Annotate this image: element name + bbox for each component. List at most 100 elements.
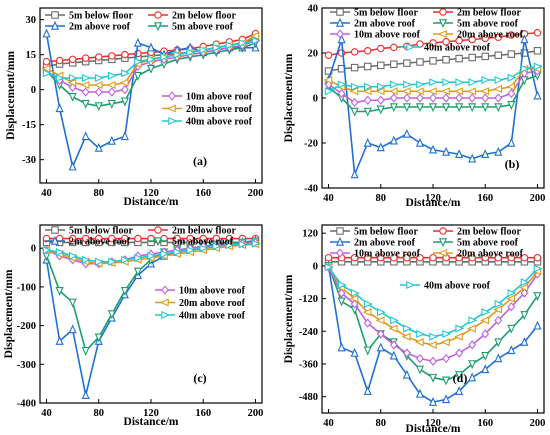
data-point [186, 234, 194, 243]
data-point [507, 31, 516, 39]
data-point [147, 55, 157, 64]
data-point [337, 80, 347, 89]
data-point [494, 253, 503, 262]
data-point [494, 315, 503, 326]
data-point [108, 234, 116, 243]
legend-label: 5m above roof [457, 238, 519, 249]
data-point [402, 93, 411, 103]
data-point [363, 95, 372, 105]
chart-panel-b: 40 80 120 160 200 -40 -20 0 20 40 Distance/m Displa… [283, 4, 545, 210]
data-point [402, 348, 411, 358]
y-tick-label: 15 [26, 50, 37, 61]
data-point [403, 253, 411, 262]
y-tick-label: 120 [302, 229, 318, 240]
y-tick-label: 0 [31, 244, 36, 255]
legend-marker [154, 226, 162, 234]
data-point [173, 248, 183, 257]
data-point [134, 234, 142, 243]
data-point [121, 255, 131, 264]
data-point [173, 50, 183, 59]
data-point [238, 240, 248, 249]
legend-marker [335, 236, 345, 246]
y-tick-label: -300 [17, 360, 36, 371]
data-point [481, 34, 489, 43]
data-point [442, 329, 452, 339]
data-point [81, 73, 91, 83]
data-point [467, 324, 476, 333]
x-tick-label: 200 [530, 193, 546, 204]
legend-label: 2m below floor [172, 226, 236, 237]
data-point [507, 289, 517, 298]
data-point [80, 80, 90, 90]
data-point [481, 329, 490, 339]
data-point [414, 338, 424, 347]
data-point [429, 57, 437, 65]
data-point [494, 93, 503, 103]
data-point [250, 31, 260, 41]
data-point [507, 324, 516, 334]
data-point [533, 62, 543, 71]
data-point [468, 153, 477, 163]
legend-label: 2m below floor [457, 8, 521, 19]
data-point [134, 57, 144, 66]
data-point [389, 93, 398, 103]
series-40m-above-roof [42, 239, 261, 266]
y-tick-label: -360 [299, 359, 318, 370]
legend-label: 10m above roof [354, 30, 421, 41]
legend-marker [161, 310, 171, 320]
legend-marker [50, 235, 60, 245]
data-point [107, 135, 116, 145]
legend-marker [406, 42, 416, 52]
chart-panel-a: 40 80 120 160 200 -30 -15 0 15 30 Distance/m Displa… [5, 7, 263, 208]
data-point [324, 87, 334, 96]
data-point [455, 253, 463, 262]
data-point [428, 396, 438, 406]
data-point [119, 78, 129, 87]
data-point [494, 338, 503, 348]
data-point [481, 93, 490, 103]
data-point [416, 253, 424, 262]
data-point [468, 372, 477, 382]
data-point [81, 234, 90, 243]
data-point [442, 103, 451, 113]
data-point [481, 149, 490, 158]
data-point [108, 257, 117, 266]
data-point [442, 353, 450, 364]
data-point [415, 388, 424, 398]
legend-marker [336, 8, 344, 16]
data-point [375, 87, 385, 96]
data-point [225, 241, 235, 250]
legend-marker [438, 19, 448, 29]
data-point [146, 42, 156, 52]
data-point [251, 239, 261, 248]
y-tick-label: -240 [299, 327, 318, 338]
data-point [442, 78, 452, 87]
data-point [42, 57, 51, 66]
x-tick-label: 80 [94, 188, 105, 199]
data-point [81, 255, 91, 264]
x-tick-label: 120 [425, 193, 441, 204]
data-point [94, 87, 103, 97]
data-point [455, 386, 464, 395]
data-point [494, 33, 503, 41]
data-point [428, 373, 438, 383]
data-point [481, 308, 491, 317]
data-point [468, 316, 478, 325]
legend: 5m below floor 2m below floor 2m above roo… [45, 11, 253, 128]
legend-marker [335, 17, 345, 27]
legend-label: 10m above roof [186, 92, 253, 103]
legend-marker [153, 22, 163, 32]
data-point [350, 169, 359, 179]
data-point [81, 390, 90, 400]
data-point [94, 102, 103, 112]
data-point [440, 338, 450, 347]
data-point [390, 80, 399, 89]
data-point [520, 311, 529, 321]
data-point [349, 294, 359, 303]
data-point [107, 310, 116, 320]
data-point [81, 131, 90, 141]
data-point [134, 253, 144, 262]
data-point [467, 87, 476, 96]
data-point [55, 287, 64, 296]
data-point [415, 365, 424, 375]
